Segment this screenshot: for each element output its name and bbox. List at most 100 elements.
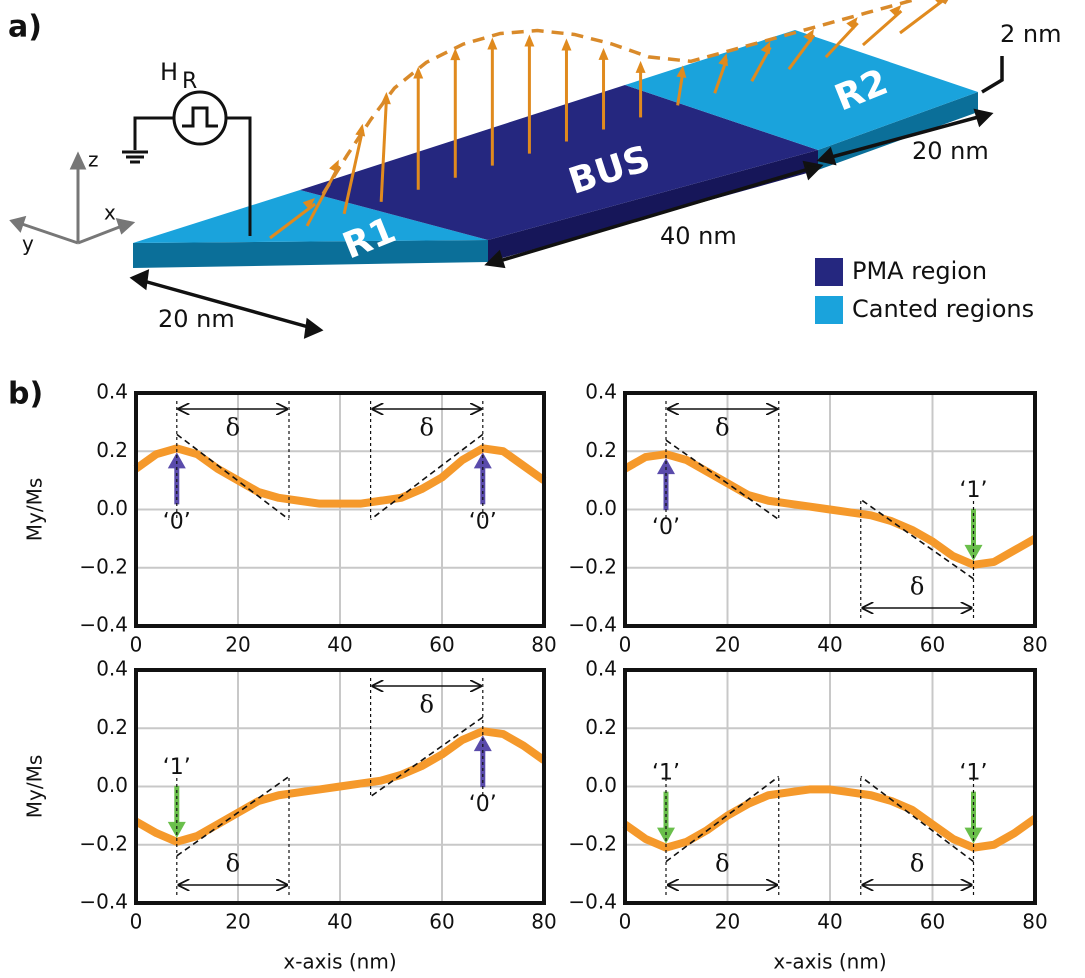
y-tick-label: 0.2 xyxy=(585,715,617,739)
x-axis-label: x-axis (nm) xyxy=(283,950,396,974)
bracket-label: δ xyxy=(910,573,924,601)
x-tick-label: 60 xyxy=(429,910,454,934)
arrow-head xyxy=(450,48,461,61)
bit-arrow-head xyxy=(657,827,675,844)
bit-label: ‘0’ xyxy=(163,509,191,534)
axis-name: x xyxy=(104,201,116,225)
y-tick-label: 0.0 xyxy=(96,773,128,797)
x-tick-label: 80 xyxy=(531,633,556,657)
field-label: H xyxy=(160,58,178,86)
legend: PMA region Canted regions xyxy=(815,257,1034,324)
field-subscript: R xyxy=(182,69,197,94)
x-tick-label: 60 xyxy=(920,910,945,934)
bracket-label: δ xyxy=(226,414,240,442)
magnetization-arrow xyxy=(861,9,903,47)
x-tick-label: 20 xyxy=(715,910,740,934)
tangent-line xyxy=(860,498,974,580)
arrow-head xyxy=(487,37,498,50)
x-tick-label: 20 xyxy=(225,910,250,934)
plot-frame xyxy=(623,391,1037,628)
y-tick-label: −0.4 xyxy=(79,613,128,637)
x-tick-label: 40 xyxy=(817,633,842,657)
arrow-head xyxy=(524,34,535,47)
y-tick-label: 0.4 xyxy=(96,380,128,404)
legend-swatch xyxy=(815,296,843,324)
bit-label: ‘1’ xyxy=(652,761,680,786)
charts: 0 20 40 60 80 −0.4 −0.2 0.0 0.2 0.4 My/Ms ‘0’ δ ‘0’ δ 0… xyxy=(23,380,1048,974)
y-tick-label: 0.0 xyxy=(585,773,617,797)
arrow-head xyxy=(760,41,771,55)
tangent-line xyxy=(176,433,290,521)
arrow-head xyxy=(846,17,858,30)
arrow-head xyxy=(803,29,814,42)
panel-label: b) xyxy=(8,377,43,412)
magnetization-arrow xyxy=(787,34,816,71)
x-tick-label: 60 xyxy=(429,633,454,657)
bit-arrow-head xyxy=(473,735,492,752)
bit-label: ‘1’ xyxy=(960,478,988,503)
bit-label: ‘0’ xyxy=(469,509,497,534)
y-tick-label: 0.0 xyxy=(585,496,617,520)
arrow-head xyxy=(635,60,646,73)
y-tick-label: −0.4 xyxy=(568,613,617,637)
bit-arrow-head xyxy=(167,821,186,838)
y-tick-label: 0.4 xyxy=(585,380,617,404)
tangent-line xyxy=(665,775,780,863)
y-tick-label: 0.4 xyxy=(585,657,617,681)
bit-arrow-head xyxy=(964,827,983,844)
bit-label: ‘0’ xyxy=(652,515,680,540)
bit-arrow-head xyxy=(167,452,186,469)
arrow-head xyxy=(413,66,424,79)
magnetization-arrow xyxy=(379,97,388,202)
bit-arrow-head xyxy=(964,544,983,561)
bracket-label: δ xyxy=(419,414,433,442)
y-tick-label: −0.2 xyxy=(568,554,617,578)
region-r2 xyxy=(625,30,978,150)
y-tick-label: −0.4 xyxy=(79,890,128,914)
arrow-head xyxy=(355,123,366,137)
y-tick-label: 0.2 xyxy=(585,438,617,462)
x-tick-label: 80 xyxy=(531,910,556,934)
axis-gizmo xyxy=(9,151,136,245)
magnetization-arrow xyxy=(269,202,316,240)
data-line xyxy=(622,785,1038,852)
axis-name: y xyxy=(22,232,34,256)
y-tick-label: −0.2 xyxy=(79,831,128,855)
x-tick-label: 80 xyxy=(1022,633,1047,657)
x-tick-label: 0 xyxy=(619,633,632,657)
axis-name: z xyxy=(88,148,99,172)
y-tick-label: 0.4 xyxy=(96,657,128,681)
y-axis-label: My/Ms xyxy=(23,478,47,542)
precession-curve xyxy=(321,0,949,195)
magnetization-arrow xyxy=(824,22,859,59)
tangent-line xyxy=(370,716,484,798)
x-axis-label: x-axis (nm) xyxy=(773,950,886,974)
bit-label: ‘1’ xyxy=(163,755,191,780)
dimension-label: 20 nm xyxy=(912,137,989,165)
tangent-line xyxy=(370,433,484,521)
arrow-head xyxy=(302,198,315,210)
x-tick-label: 60 xyxy=(920,633,945,657)
plot-frame xyxy=(134,668,546,905)
arrow-head xyxy=(598,47,609,60)
y-tick-label: −0.2 xyxy=(79,554,128,578)
bit-arrow-head xyxy=(473,452,492,469)
bracket-label: δ xyxy=(910,850,924,878)
x-tick-label: 40 xyxy=(817,910,842,934)
x-tick-label: 0 xyxy=(619,910,632,934)
bracket-label: δ xyxy=(226,850,240,878)
arrow-head xyxy=(561,38,572,51)
y-tick-label: −0.2 xyxy=(568,831,617,855)
tangent-line xyxy=(860,775,974,863)
bit-label: ‘0’ xyxy=(469,792,497,817)
slab-side xyxy=(488,150,818,262)
magnetization-arrow xyxy=(899,0,946,35)
y-tick-label: 0.2 xyxy=(96,715,128,739)
bracket-label: δ xyxy=(715,414,729,442)
y-axis-label: My/Ms xyxy=(23,755,47,819)
tangent-line xyxy=(176,775,290,857)
arrow-head xyxy=(889,5,902,18)
plot-frame xyxy=(623,668,1037,905)
arrow-head xyxy=(718,53,728,67)
